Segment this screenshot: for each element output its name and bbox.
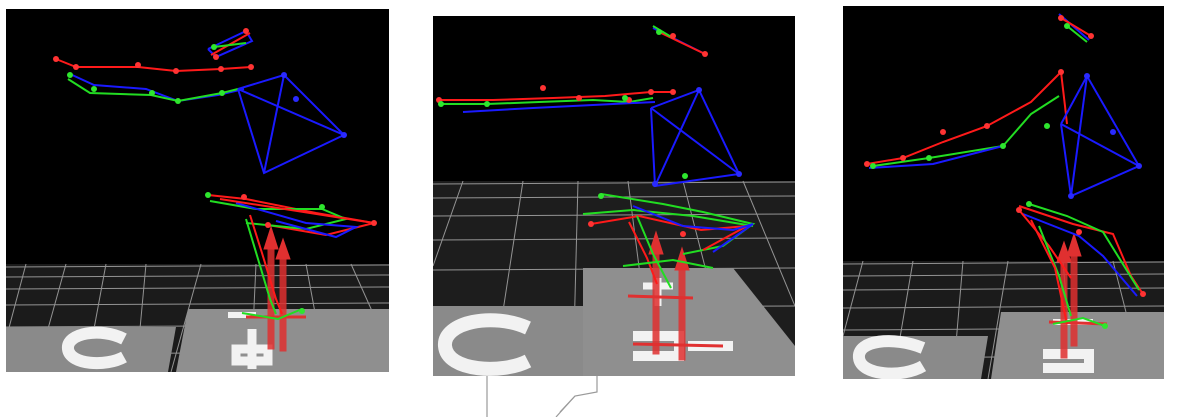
head-segment	[1058, 13, 1092, 43]
plate-marker-1	[853, 335, 927, 379]
scene-3d-view-3	[843, 13, 1164, 379]
leg-segment	[241, 214, 303, 321]
head-segment	[207, 29, 254, 59]
force-plate-1	[433, 306, 583, 376]
pelvis-segment	[582, 193, 756, 255]
force-vectors	[627, 230, 724, 361]
scene-3d-view-1	[6, 28, 389, 372]
leg-segment	[622, 215, 714, 289]
plate-marker-2	[231, 329, 273, 369]
viewport-panel-2	[433, 16, 795, 376]
force-plate-1	[6, 326, 176, 372]
marker-points	[53, 28, 377, 228]
leg-segment	[1030, 219, 1106, 327]
force-plate-1	[843, 335, 988, 379]
pelvis-segment	[1018, 203, 1144, 297]
skeleton-model	[866, 13, 1144, 327]
viewport-panel-1	[6, 9, 389, 372]
viewport-panel-3	[843, 6, 1164, 379]
plate-marker-1	[438, 313, 532, 376]
pelvis-segment	[207, 194, 375, 239]
scene-3d-view-2	[433, 25, 795, 376]
plate-marker-1	[62, 326, 127, 370]
